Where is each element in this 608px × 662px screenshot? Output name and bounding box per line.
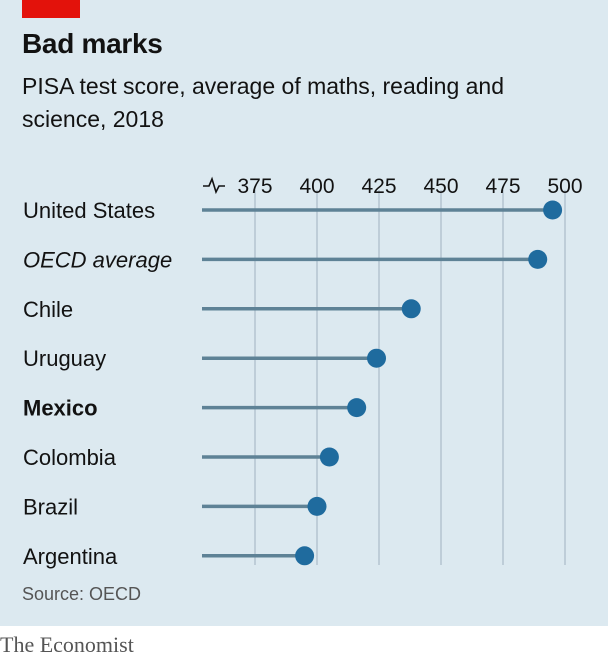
brand-red-tag bbox=[22, 0, 80, 18]
category-label-brazil: Brazil bbox=[23, 494, 78, 519]
brand-wordmark: The Economist bbox=[0, 632, 134, 657]
category-label-united-states: United States bbox=[23, 198, 155, 223]
axis-break-icon bbox=[203, 176, 225, 195]
dot-brazil bbox=[307, 496, 327, 516]
category-label-argentina: Argentina bbox=[23, 544, 118, 569]
source-note: Source: OECD bbox=[22, 584, 142, 604]
chart-subtitle: PISA test score, average of maths, readi… bbox=[22, 73, 505, 132]
dot-colombia bbox=[319, 447, 339, 467]
stems bbox=[202, 208, 553, 558]
dot-chile bbox=[401, 299, 421, 319]
tick-label-500: 500 bbox=[547, 175, 582, 198]
tick-label-475: 475 bbox=[485, 175, 520, 198]
category-label-chile: Chile bbox=[23, 297, 73, 322]
tick-label-425: 425 bbox=[361, 175, 396, 198]
dot-argentina bbox=[295, 546, 315, 566]
x-axis-ticks: 375 400 425 450 475 500 bbox=[237, 175, 582, 198]
tick-label-450: 450 bbox=[423, 175, 458, 198]
dot-uruguay bbox=[367, 348, 387, 368]
dot-mexico bbox=[347, 398, 367, 418]
dots bbox=[295, 200, 563, 566]
axis-break-mark bbox=[203, 176, 225, 195]
gridlines bbox=[254, 190, 566, 565]
dot-oecd-average bbox=[528, 249, 548, 269]
category-label-mexico: Mexico bbox=[23, 396, 98, 421]
tick-label-375: 375 bbox=[237, 175, 272, 198]
dot-united-states bbox=[543, 200, 563, 220]
chart-panel bbox=[0, 0, 608, 626]
dot-chart: 375 400 425 450 475 500 United States OECD ave… bbox=[23, 175, 583, 569]
chart-title: Bad marks bbox=[22, 28, 163, 59]
tick-label-400: 400 bbox=[299, 175, 334, 198]
category-label-colombia: Colombia bbox=[23, 445, 117, 470]
category-label-uruguay: Uruguay bbox=[23, 346, 106, 371]
category-label-oecd-average: OECD average bbox=[23, 247, 172, 272]
category-labels: United States OECD average Chile Uruguay Mex… bbox=[23, 198, 172, 569]
